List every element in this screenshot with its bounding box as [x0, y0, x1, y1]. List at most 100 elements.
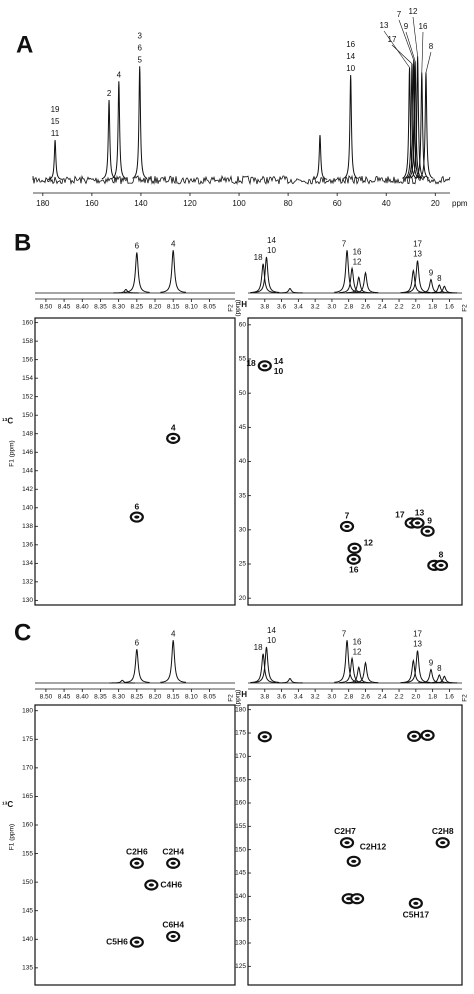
tick-label: 145 — [235, 870, 246, 877]
peak-label: 12 — [353, 257, 362, 266]
cross-peak-label: 6 — [134, 501, 139, 511]
tick-label: 160 — [22, 822, 33, 829]
tick-label: 150 — [22, 412, 33, 419]
peak-label: 13 — [380, 21, 389, 30]
tick-label: 140 — [134, 199, 148, 208]
cross-peak-label: 16 — [349, 564, 359, 574]
tick-label: 8.05 — [203, 694, 216, 701]
peak — [418, 72, 434, 179]
peak-label: 12 — [409, 7, 418, 16]
peak-label: 3 — [137, 31, 142, 40]
axis-nucleus: ¹H — [239, 300, 248, 309]
panel-label: C — [14, 619, 31, 646]
contour-inner — [134, 940, 140, 944]
cross-peak-label: C2H6 — [126, 847, 148, 857]
tick-label: 100 — [232, 199, 246, 208]
contour-inner — [148, 883, 154, 887]
peak-label: 4 — [171, 629, 176, 638]
axis-title: F2 — [462, 694, 469, 702]
cross-peak-label: 17 — [395, 509, 405, 519]
peak — [123, 252, 150, 293]
tick-label: 2.0 — [411, 304, 420, 311]
contour-inner — [134, 515, 140, 519]
tick-label: 138 — [22, 523, 33, 530]
peak-label: 18 — [254, 643, 263, 652]
peak — [339, 266, 365, 294]
tick-label: 2.4 — [378, 694, 387, 701]
axis-nucleus: ¹H — [239, 690, 248, 699]
leader-line — [421, 31, 424, 73]
tick-label: 8.50 — [40, 694, 53, 701]
tick-label: 2.2 — [395, 304, 404, 311]
map-frame — [34, 704, 236, 986]
tick-label: 165 — [235, 776, 246, 783]
tick-label: 8.45 — [58, 304, 71, 311]
peak — [402, 67, 417, 179]
tick-label: 8.20 — [149, 304, 162, 311]
map-frame — [34, 317, 236, 606]
peak-label: 5 — [137, 55, 142, 64]
tick-label: 8.30 — [112, 304, 125, 311]
tick-label: 8.35 — [94, 694, 107, 701]
peak-label: 19 — [51, 105, 60, 114]
cross-peak — [347, 542, 362, 554]
contour-inner — [170, 861, 176, 865]
tick-label: 134 — [22, 560, 33, 567]
cross-peak-label: C2H4 — [162, 847, 184, 857]
contour-inner — [346, 897, 352, 901]
tick-label: 8.15 — [167, 694, 180, 701]
tick-label: 3.2 — [311, 304, 320, 311]
axis-title: F1 (ppm) — [9, 440, 16, 466]
cross-peak — [257, 360, 272, 372]
leader-line — [391, 44, 413, 64]
tick-label: 55 — [239, 356, 247, 363]
peak-label: 16 — [419, 22, 428, 31]
axis-title: (ppm) — [235, 690, 242, 707]
cross-peak — [349, 893, 365, 905]
tick-label: 2.4 — [378, 304, 387, 311]
tick-label: 136 — [22, 542, 33, 549]
cross-peak — [407, 730, 422, 742]
axis-nucleus: ¹³C — [2, 417, 13, 426]
peak-label: 16 — [353, 247, 362, 256]
tick-label: 175 — [235, 730, 246, 737]
tick-label: 2.0 — [411, 694, 420, 701]
tick-label: 2.8 — [344, 694, 353, 701]
peak — [352, 271, 379, 294]
tick-label: 2.6 — [361, 694, 370, 701]
peak — [123, 649, 150, 683]
tick-label: 144 — [22, 467, 33, 474]
peak — [113, 288, 139, 294]
tick-label: 165 — [22, 793, 33, 800]
peak-label: 8 — [437, 664, 442, 673]
cross-peak — [420, 729, 435, 741]
peak — [426, 284, 453, 294]
peak-label: 2 — [107, 89, 112, 98]
axis-nucleus: ¹³C — [2, 800, 13, 809]
contour-inner — [351, 557, 357, 561]
tick-label: 125 — [235, 963, 246, 970]
peak — [431, 675, 458, 684]
tick-label: 2.2 — [395, 694, 404, 701]
tick-label: 130 — [22, 597, 33, 604]
peak-label: 16 — [346, 40, 355, 49]
peak — [334, 640, 360, 683]
cross-peak — [129, 936, 144, 948]
tick-label: 170 — [22, 765, 33, 772]
tick-label: 3.8 — [260, 694, 269, 701]
cross-peak-label: 18 — [246, 358, 256, 368]
tick-label: 8.30 — [112, 694, 125, 701]
tick-label: 154 — [22, 375, 33, 382]
peak-label: 9 — [404, 22, 409, 31]
peak-label: 18 — [254, 253, 263, 262]
contour-inner — [134, 861, 140, 865]
tick-label: 8.40 — [76, 304, 89, 311]
peak — [431, 285, 458, 294]
tick-label: 148 — [22, 430, 33, 437]
peak-label: 17 — [413, 240, 422, 249]
peak-label: 10 — [267, 636, 276, 645]
tick-label: 35 — [239, 492, 247, 499]
peak — [253, 256, 280, 293]
peak-label: 12 — [353, 647, 362, 656]
leader-line — [405, 31, 416, 62]
